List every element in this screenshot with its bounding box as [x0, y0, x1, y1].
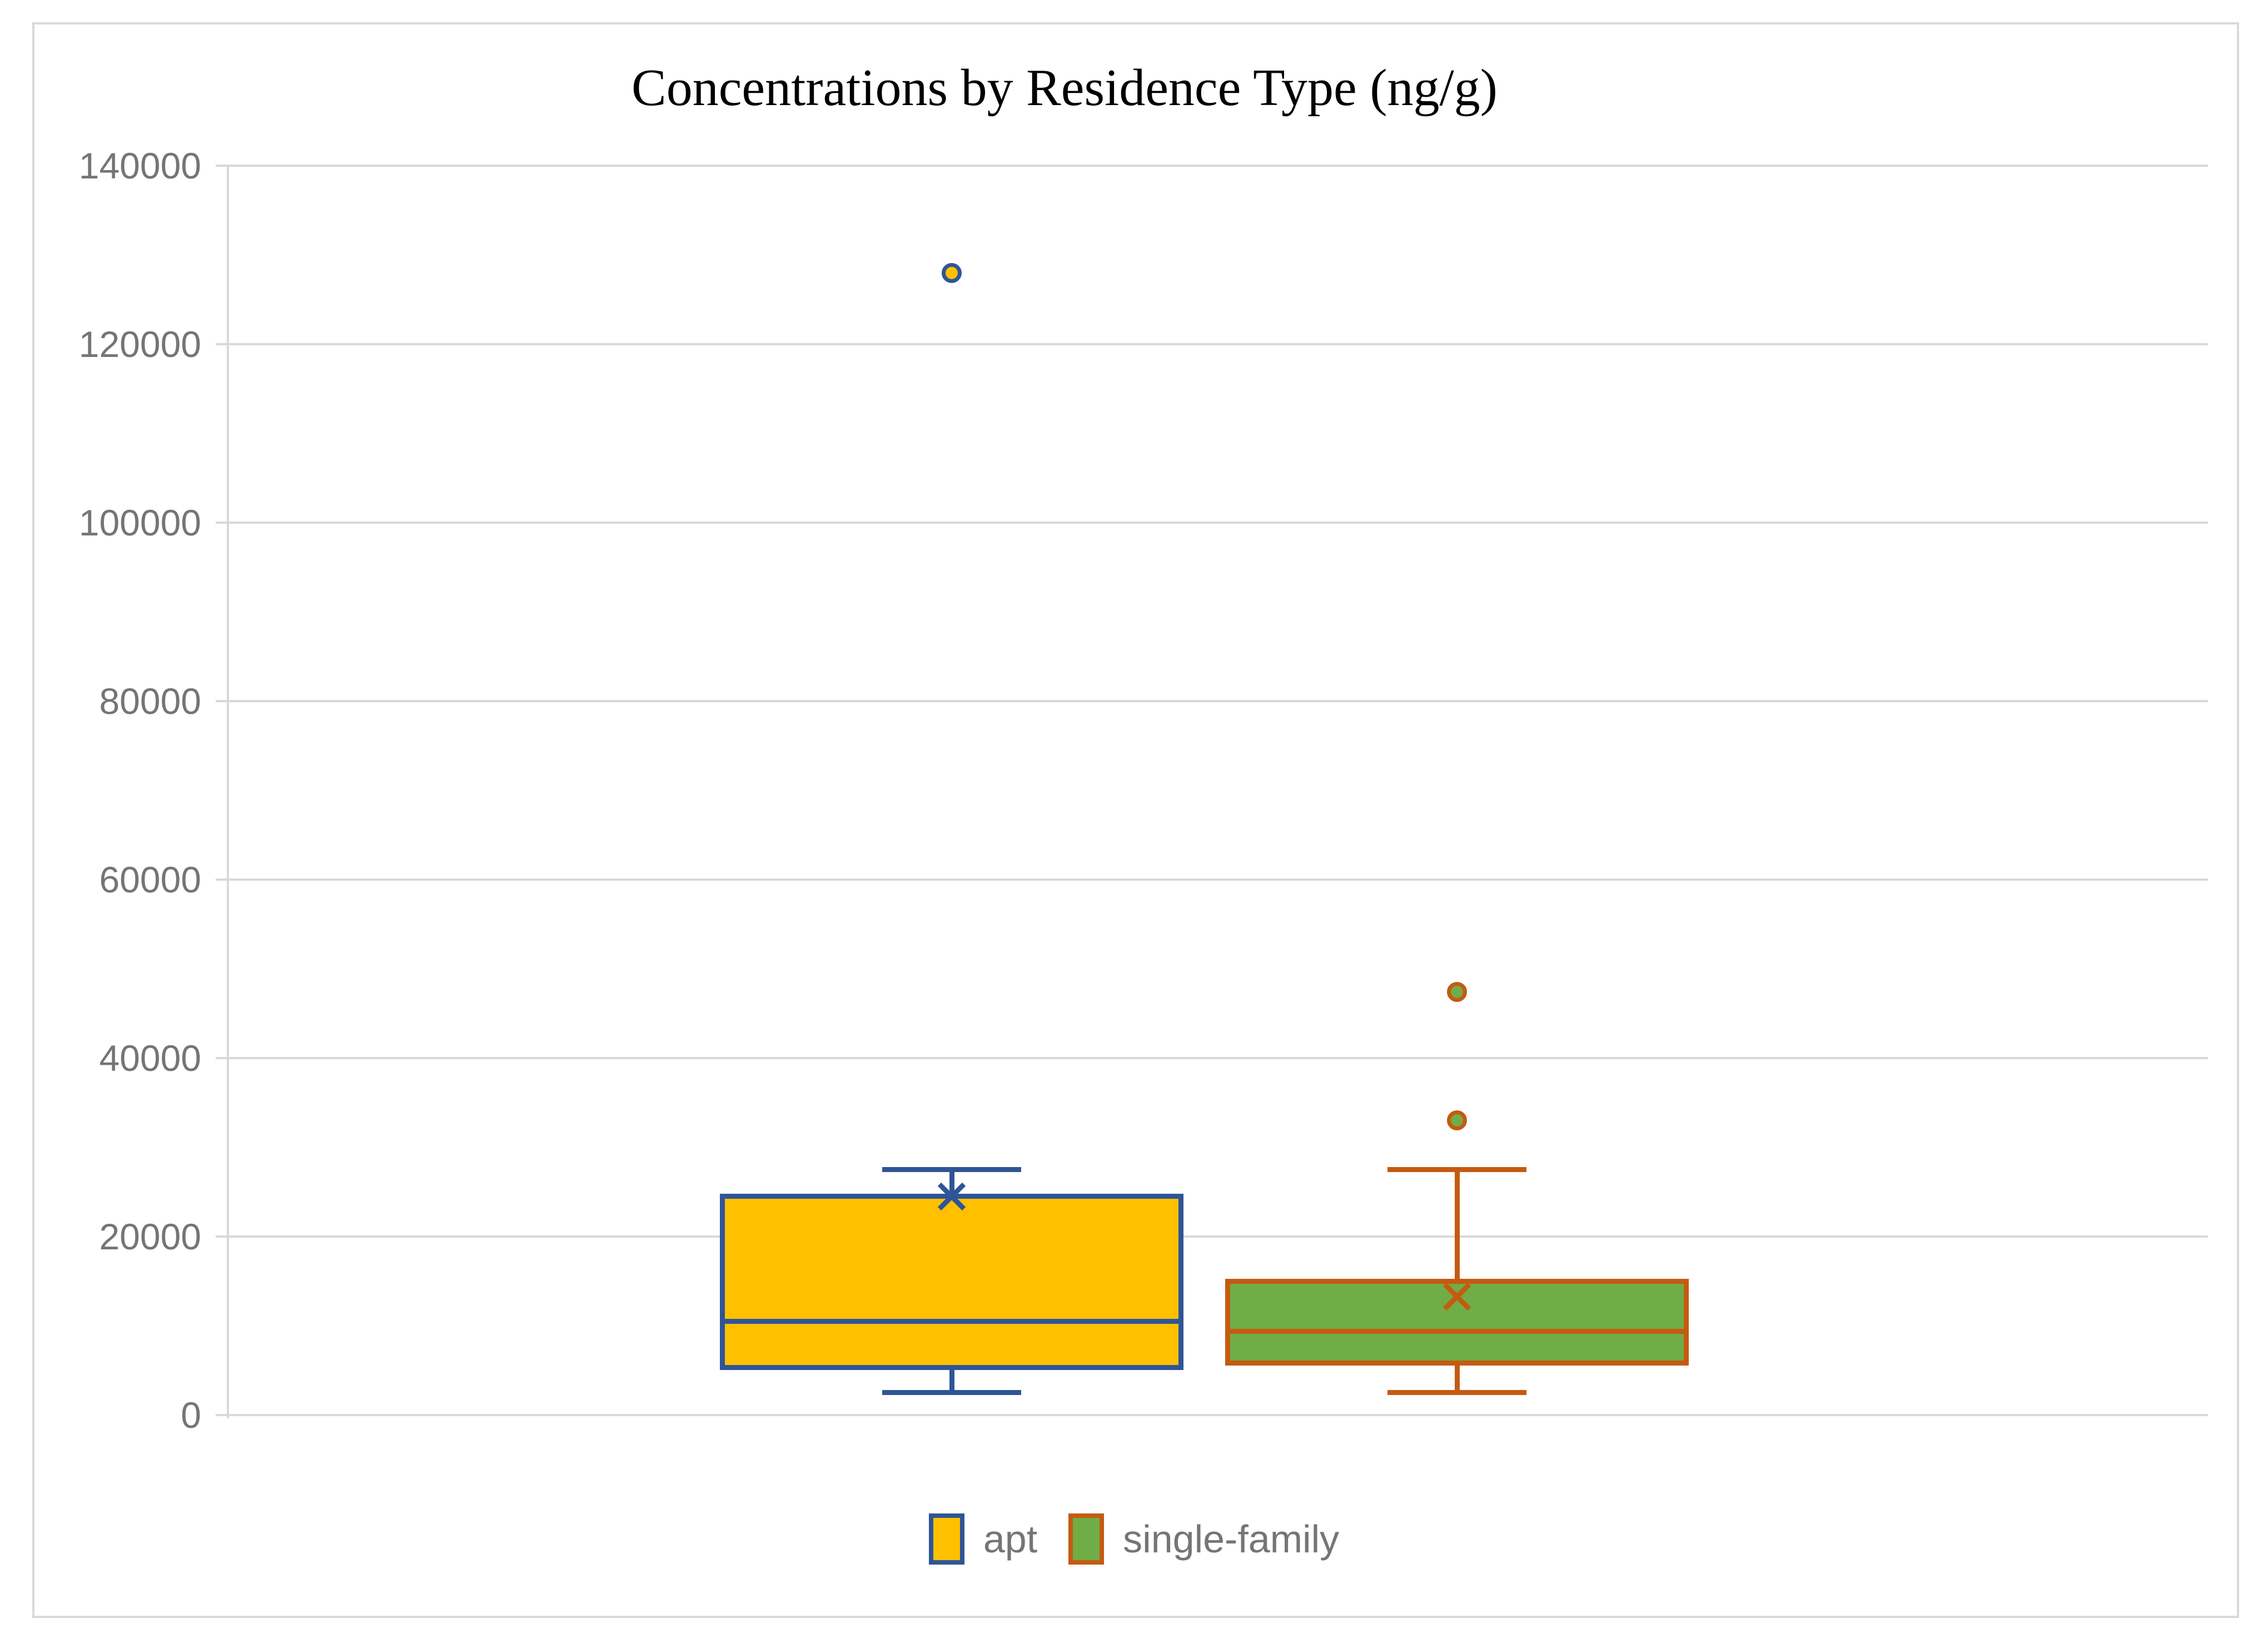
whisker-upper-line [949, 1169, 954, 1197]
outlier-point [1447, 982, 1467, 1002]
y-tick [216, 343, 228, 345]
legend-item-apt: apt [928, 1513, 1038, 1565]
box-apt [720, 1194, 1183, 1371]
y-gridline [228, 700, 2208, 702]
y-gridline [228, 1057, 2208, 1059]
y-tick-label: 60000 [99, 859, 201, 900]
legend: apt single-family [0, 1513, 2268, 1565]
y-tick [216, 700, 228, 702]
y-axis-line [227, 166, 229, 1418]
legend-label: single-family [1123, 1517, 1340, 1561]
chart-title: Concentrations by Residence Type (ng/g) [631, 59, 1498, 117]
y-gridline [228, 343, 2208, 345]
y-tick-label: 0 [181, 1394, 201, 1436]
y-tick-label: 20000 [99, 1216, 201, 1257]
mean-x-marker-icon [936, 1180, 968, 1213]
legend-swatch-single-family [1068, 1513, 1105, 1565]
y-tick [216, 1414, 228, 1416]
y-tick [216, 878, 228, 881]
y-gridline [228, 522, 2208, 524]
y-gridline [228, 1235, 2208, 1238]
y-tick [216, 165, 228, 167]
median-line [1225, 1328, 1689, 1334]
outlier-point [1447, 1110, 1467, 1131]
legend-label: apt [983, 1517, 1038, 1561]
whisker-lower-cap [1387, 1390, 1526, 1396]
median-line [720, 1318, 1183, 1324]
y-tick [216, 522, 228, 524]
y-tick [216, 1235, 228, 1238]
y-gridline [228, 878, 2208, 881]
whisker-upper-line [1454, 1169, 1460, 1282]
y-tick-label: 140000 [78, 145, 201, 186]
y-tick-label: 120000 [78, 324, 201, 365]
y-tick [216, 1057, 228, 1059]
whisker-upper-cap [1387, 1167, 1526, 1173]
whisker-upper-cap [882, 1167, 1021, 1173]
legend-swatch-apt [928, 1513, 964, 1565]
whisker-lower-line [949, 1367, 954, 1393]
whisker-lower-cap [882, 1390, 1021, 1396]
outlier-point [942, 262, 962, 283]
y-gridline [228, 1414, 2208, 1416]
y-tick-label: 80000 [99, 681, 201, 722]
mean-x-marker-icon [1441, 1280, 1473, 1313]
y-gridline [228, 165, 2208, 167]
legend-item-single-family: single-family [1068, 1513, 1339, 1565]
y-tick-label: 100000 [78, 502, 201, 543]
y-tick-label: 40000 [99, 1038, 201, 1079]
whisker-lower-line [1454, 1363, 1460, 1393]
